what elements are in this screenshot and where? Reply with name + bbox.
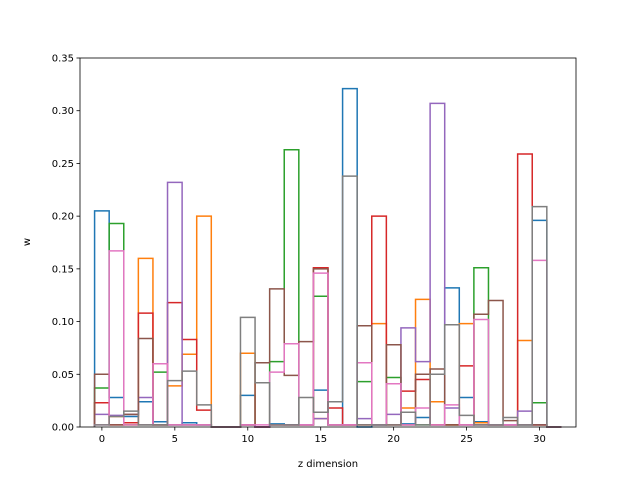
y-axis: 0.00 0.05 0.10 0.15 0.20 0.25 0.30 0.35	[52, 54, 80, 434]
y-tick-label: 0.25	[52, 159, 74, 170]
x-tick-label: 30	[533, 434, 546, 445]
x-tick-label: 5	[172, 434, 178, 445]
y-tick-label: 0.10	[52, 317, 74, 328]
x-axis-label: z dimension	[298, 459, 358, 470]
x-tick-label: 25	[460, 434, 473, 445]
series-layer	[93, 87, 562, 428]
plot-frame	[79, 57, 577, 428]
y-tick-label: 0.00	[52, 423, 74, 434]
x-axis: 0 5 10 15 20 25 30	[99, 427, 546, 445]
x-tick-label: 0	[99, 434, 105, 445]
y-tick-label: 0.05	[52, 370, 74, 381]
x-tick-label: 10	[241, 434, 254, 445]
y-tick-label: 0.35	[52, 54, 74, 65]
y-tick-label: 0.30	[52, 106, 74, 117]
y-axis-label: w	[22, 238, 33, 246]
x-tick-label: 20	[387, 434, 400, 445]
histogram-series-8	[93, 175, 562, 428]
x-tick-label: 15	[314, 434, 327, 445]
y-tick-label: 0.15	[52, 264, 74, 275]
y-tick-label: 0.20	[52, 212, 74, 223]
